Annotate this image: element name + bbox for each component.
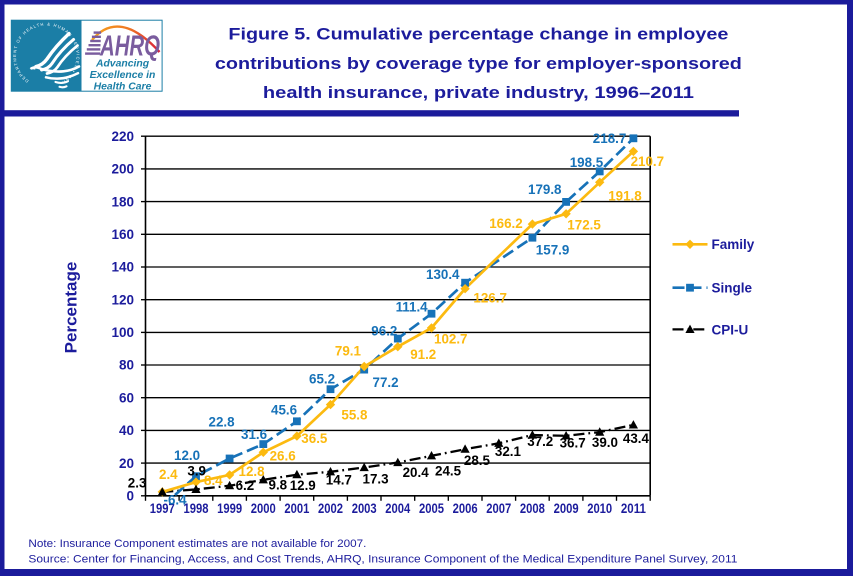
svg-text:31.6: 31.6: [241, 427, 267, 442]
svg-text:1999: 1999: [217, 501, 242, 516]
svg-text:37.2: 37.2: [527, 434, 553, 449]
svg-text:55.8: 55.8: [341, 408, 368, 423]
svg-text:2010: 2010: [587, 501, 612, 516]
svg-text:AHRQ: AHRQ: [99, 31, 160, 63]
svg-text:9.8: 9.8: [269, 477, 288, 492]
svg-text:2001: 2001: [284, 501, 309, 516]
svg-text:32.1: 32.1: [495, 444, 522, 459]
svg-text:39.0: 39.0: [592, 435, 618, 450]
svg-text:36.7: 36.7: [560, 436, 586, 451]
svg-text:CPI-U: CPI-U: [712, 322, 749, 337]
svg-text:40: 40: [119, 423, 134, 438]
svg-text:2003: 2003: [352, 501, 377, 516]
svg-text:Note: Insurance Component esti: Note: Insurance Component estimates are …: [28, 538, 366, 550]
svg-text:20: 20: [119, 456, 134, 471]
svg-text:1998: 1998: [184, 501, 209, 516]
svg-text:96.2: 96.2: [371, 324, 397, 339]
svg-text:Source: Center for Financing,: Source: Center for Financing, Access, an…: [28, 553, 737, 565]
svg-text:Advancing: Advancing: [95, 59, 150, 70]
svg-text:65.2: 65.2: [309, 371, 335, 386]
svg-text:Health Care: Health Care: [94, 82, 152, 93]
svg-text:17.3: 17.3: [363, 471, 389, 486]
svg-text:191.8: 191.8: [608, 189, 642, 204]
svg-text:43.4: 43.4: [623, 431, 650, 446]
svg-text:80: 80: [119, 358, 134, 373]
svg-text:6.2: 6.2: [236, 478, 255, 493]
svg-text:172.5: 172.5: [567, 217, 601, 232]
svg-text:12.0: 12.0: [174, 448, 200, 463]
svg-text:1997: 1997: [150, 501, 175, 516]
svg-text:200: 200: [111, 162, 134, 177]
svg-text:2000: 2000: [251, 501, 276, 516]
svg-text:12.9: 12.9: [290, 478, 316, 493]
svg-text:2.3: 2.3: [128, 476, 147, 491]
svg-text:160: 160: [111, 227, 134, 242]
svg-text:22.8: 22.8: [209, 415, 236, 430]
svg-text:79.1: 79.1: [335, 344, 362, 359]
svg-text:120: 120: [111, 292, 134, 307]
svg-text:91.2: 91.2: [410, 347, 436, 362]
svg-text:130.4: 130.4: [426, 267, 460, 282]
svg-text:-6.4: -6.4: [164, 493, 188, 508]
svg-text:36.5: 36.5: [301, 431, 328, 446]
svg-text:218.7: 218.7: [593, 131, 627, 146]
svg-text:126.7: 126.7: [473, 291, 507, 306]
svg-text:Percentage: Percentage: [62, 262, 81, 354]
svg-text:Figure 5. Cumulative percentag: Figure 5. Cumulative percentage change i…: [228, 25, 728, 44]
svg-text:77.2: 77.2: [373, 375, 399, 390]
svg-text:20.4: 20.4: [403, 465, 430, 480]
svg-text:Excellence in: Excellence in: [90, 70, 156, 81]
svg-text:220: 220: [111, 129, 134, 144]
svg-text:2009: 2009: [554, 501, 579, 516]
svg-text:198.5: 198.5: [570, 155, 604, 170]
svg-text:140: 140: [111, 260, 134, 275]
svg-text:111.4: 111.4: [396, 299, 429, 314]
svg-text:210.7: 210.7: [631, 154, 665, 169]
svg-text:2005: 2005: [419, 501, 444, 516]
svg-text:contributions by coverage type: contributions by coverage type for emplo…: [215, 54, 742, 73]
svg-text:2008: 2008: [520, 501, 545, 516]
svg-text:157.9: 157.9: [536, 243, 570, 258]
svg-text:8.4: 8.4: [204, 473, 223, 488]
svg-text:2007: 2007: [486, 501, 511, 516]
svg-text:28.5: 28.5: [464, 453, 491, 468]
svg-text:2011: 2011: [621, 501, 646, 516]
svg-text:24.5: 24.5: [435, 464, 462, 479]
svg-text:166.2: 166.2: [489, 216, 523, 231]
svg-text:2.4: 2.4: [159, 467, 178, 482]
svg-text:100: 100: [111, 325, 134, 340]
svg-text:60: 60: [119, 390, 134, 405]
svg-text:2004: 2004: [385, 501, 410, 516]
svg-text:12.8: 12.8: [239, 464, 266, 479]
svg-text:179.8: 179.8: [528, 182, 562, 197]
svg-text:health insurance, private indu: health insurance, private industry, 1996…: [263, 83, 694, 102]
svg-text:102.7: 102.7: [434, 332, 468, 347]
svg-text:Family: Family: [712, 237, 755, 252]
svg-text:45.6: 45.6: [271, 403, 297, 418]
svg-text:Single: Single: [712, 281, 753, 296]
svg-text:2002: 2002: [318, 501, 343, 516]
svg-text:180: 180: [111, 194, 134, 209]
svg-text:3.9: 3.9: [187, 463, 206, 478]
svg-text:2006: 2006: [453, 501, 478, 516]
svg-text:0: 0: [126, 489, 134, 504]
svg-text:26.6: 26.6: [270, 449, 296, 464]
svg-text:14.7: 14.7: [326, 473, 352, 488]
